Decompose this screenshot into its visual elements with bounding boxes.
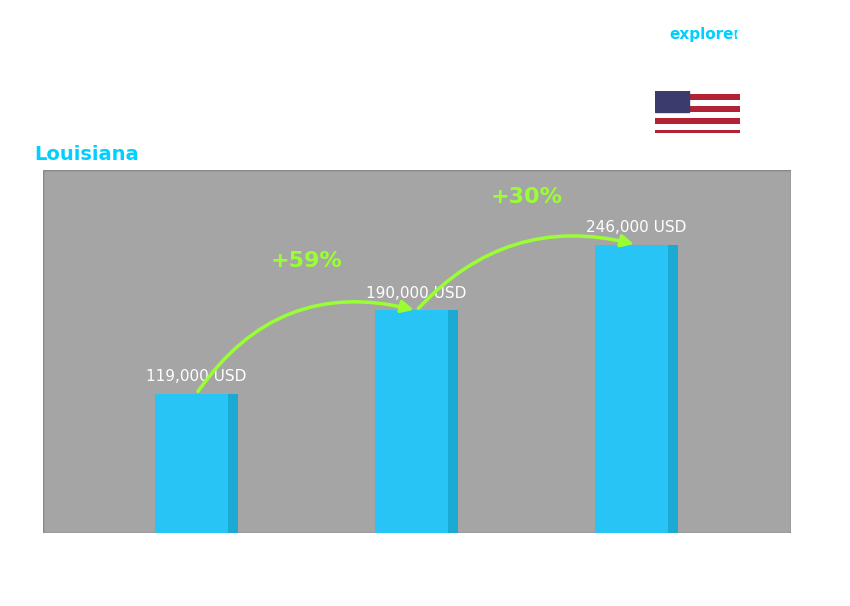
Bar	[654, 112, 740, 118]
Text: 119,000 USD: 119,000 USD	[146, 369, 246, 384]
Text: 190,000 USD: 190,000 USD	[366, 286, 467, 301]
Text: 246,000 USD: 246,000 USD	[586, 221, 687, 235]
FancyArrowPatch shape	[418, 236, 630, 308]
Text: Louisiana: Louisiana	[34, 145, 139, 164]
Bar	[654, 130, 740, 136]
Text: salary: salary	[612, 27, 665, 42]
FancyBboxPatch shape	[42, 170, 790, 533]
Bar	[654, 100, 740, 106]
Bar	[654, 124, 740, 130]
Text: Salary Comparison By Education: Salary Comparison By Education	[34, 42, 591, 72]
Bar	[654, 91, 688, 112]
Bar	[654, 118, 740, 124]
Bar	[668, 245, 678, 533]
Text: Average Yearly Salary: Average Yearly Salary	[814, 273, 824, 394]
Text: Physical Therapy Director: Physical Therapy Director	[34, 103, 285, 122]
Bar	[229, 394, 238, 533]
FancyArrowPatch shape	[198, 302, 410, 391]
Bar	[595, 245, 678, 533]
Bar	[375, 310, 458, 533]
Text: +30%: +30%	[490, 187, 563, 207]
Text: explorer: explorer	[670, 27, 742, 42]
Bar	[448, 310, 458, 533]
Bar	[654, 106, 740, 112]
Bar	[654, 94, 740, 100]
Text: +59%: +59%	[270, 251, 343, 271]
Bar	[155, 394, 238, 533]
Text: .com: .com	[731, 27, 772, 42]
